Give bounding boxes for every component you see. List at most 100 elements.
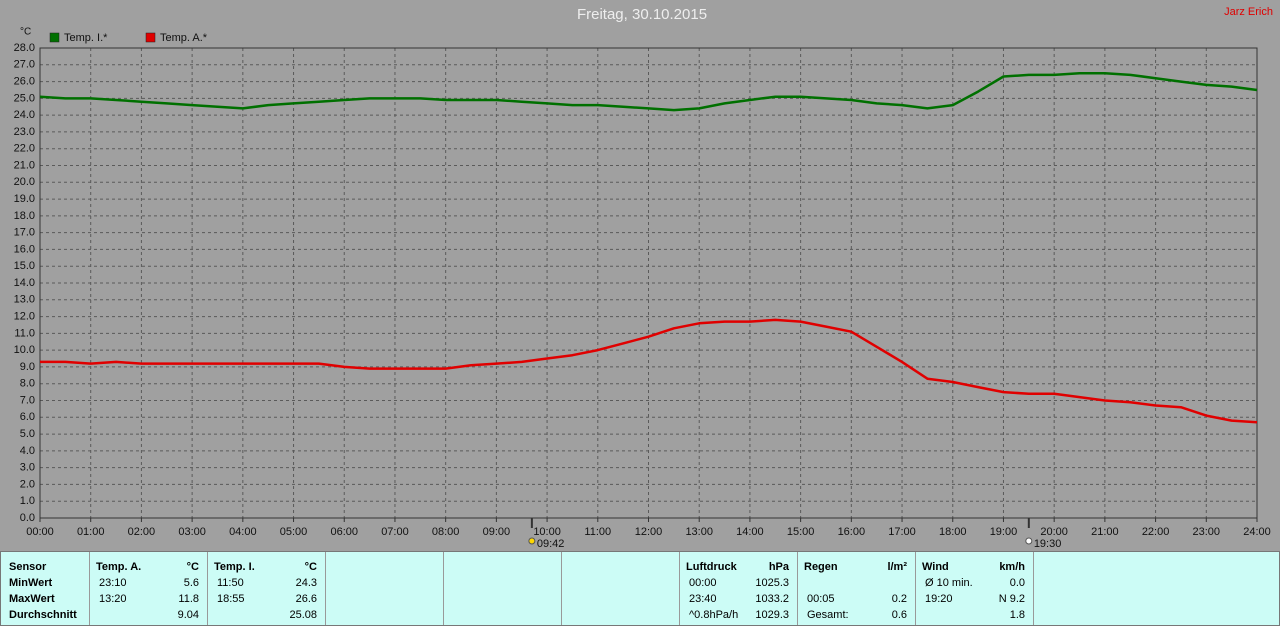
x-tick-label: 16:00 bbox=[838, 526, 866, 538]
x-tick-label: 24:00 bbox=[1243, 526, 1271, 538]
x-tick-label: 02:00 bbox=[128, 526, 156, 538]
y-tick-label: 22.0 bbox=[14, 143, 35, 155]
cell-value: 1.8 bbox=[1009, 609, 1025, 621]
sun-icon bbox=[528, 537, 536, 545]
cell-time: Ø 10 min. bbox=[925, 577, 973, 589]
y-tick-label: 16.0 bbox=[14, 243, 35, 255]
cell-value: 26.6 bbox=[295, 593, 317, 605]
y-tick-label: 19.0 bbox=[14, 193, 35, 205]
y-tick-label: 20.0 bbox=[14, 176, 35, 188]
header-unit: hPa bbox=[768, 561, 789, 573]
chart-title: Freitag, 30.10.2015 bbox=[577, 6, 707, 23]
y-tick-label: 26.0 bbox=[14, 75, 35, 87]
y-tick-label: 27.0 bbox=[14, 59, 35, 71]
cell-value: 0.2 bbox=[891, 593, 907, 605]
x-tick-label: 11:00 bbox=[584, 526, 611, 538]
legend-swatch bbox=[145, 32, 156, 43]
column-separator bbox=[561, 552, 562, 625]
row-label: Durchschnitt bbox=[9, 609, 77, 621]
y-tick-label: 18.0 bbox=[14, 210, 35, 222]
y-tick-label: 2.0 bbox=[20, 478, 35, 490]
cell-time: 23:40 bbox=[689, 593, 717, 605]
header-unit: °C bbox=[304, 561, 317, 573]
cell-time: 13:20 bbox=[99, 593, 127, 605]
cell-value: 24.3 bbox=[295, 577, 317, 589]
x-tick-label: 14:00 bbox=[736, 526, 764, 538]
cell-value: 11.8 bbox=[178, 593, 199, 605]
x-tick-label: 05:00 bbox=[280, 526, 308, 538]
column-separator bbox=[679, 552, 680, 625]
header-cell: Temp. I. bbox=[214, 561, 255, 573]
row-label: MinWert bbox=[9, 577, 53, 589]
x-tick-label: 09:00 bbox=[483, 526, 511, 538]
y-tick-label: 25.0 bbox=[14, 92, 35, 104]
y-tick-label: 23.0 bbox=[14, 126, 35, 138]
row-label: MaxWert bbox=[9, 593, 55, 605]
y-tick-label: 11.0 bbox=[14, 327, 35, 339]
y-tick-label: 6.0 bbox=[20, 411, 35, 423]
cell-value: N 9.2 bbox=[998, 593, 1025, 605]
y-tick-label: 0.0 bbox=[20, 512, 35, 524]
y-tick-label: 4.0 bbox=[20, 445, 35, 457]
y-tick-label: 7.0 bbox=[20, 394, 35, 406]
y-tick-label: 8.0 bbox=[20, 378, 35, 390]
column-separator bbox=[915, 552, 916, 625]
chart: Freitag, 30.10.2015 Jarz Erich °C 0.0 1.0… bbox=[14, 6, 1273, 550]
series-line bbox=[40, 318, 1258, 424]
x-tick-label: 03:00 bbox=[178, 526, 206, 538]
cell-time: 11:50 bbox=[217, 577, 244, 589]
x-tick-label: 10:00 bbox=[533, 526, 561, 538]
column-separator bbox=[325, 552, 326, 625]
cell-time: 00:00 bbox=[689, 577, 717, 589]
x-tick-label: 18:00 bbox=[939, 526, 967, 538]
legend-label: Temp. I.* bbox=[64, 32, 108, 44]
x-tick-label: 22:00 bbox=[1142, 526, 1170, 538]
cell-value: 1029.3 bbox=[755, 609, 789, 621]
y-tick-label: 17.0 bbox=[14, 227, 35, 239]
cell-time: ^0.8hPa/h bbox=[689, 609, 739, 621]
column-separator bbox=[89, 552, 90, 625]
author: Jarz Erich bbox=[1224, 6, 1273, 18]
x-tick-label: 21:00 bbox=[1091, 526, 1119, 538]
summary-table: Sensor MinWert MaxWert Durchschnitt Temp. A.… bbox=[0, 551, 1280, 626]
x-tick-label: 01:00 bbox=[77, 526, 105, 538]
cell-time: Gesamt: bbox=[807, 609, 849, 621]
x-tick-label: 07:00 bbox=[381, 526, 409, 538]
column-separator bbox=[443, 552, 444, 625]
y-tick-label: 24.0 bbox=[14, 109, 35, 121]
header-cell: Sensor bbox=[9, 561, 47, 573]
header-unit: km/h bbox=[999, 561, 1025, 573]
cell-value: 9.04 bbox=[177, 609, 199, 621]
column-separator bbox=[797, 552, 798, 625]
cell-value: 1025.3 bbox=[755, 577, 789, 589]
cell-time: 18:55 bbox=[217, 593, 245, 605]
y-tick-label: 5.0 bbox=[20, 428, 35, 440]
column-separator bbox=[207, 552, 208, 625]
cell-time: 23:10 bbox=[99, 577, 127, 589]
cell-value: 0.6 bbox=[891, 609, 907, 621]
y-tick-label: 12.0 bbox=[14, 310, 35, 322]
y-tick-label: 21.0 bbox=[14, 159, 35, 171]
x-tick-label: 08:00 bbox=[432, 526, 460, 538]
column-separator bbox=[1033, 552, 1034, 625]
header-cell: Luftdruck bbox=[686, 561, 737, 573]
y-tick-label: 9.0 bbox=[20, 361, 35, 373]
sun-marker-label: 19:30 bbox=[1034, 538, 1062, 550]
cell-value: 25.08 bbox=[289, 609, 317, 621]
x-tick-label: 00:00 bbox=[26, 526, 54, 538]
series-line bbox=[39, 71, 1258, 112]
header-cell: Regen bbox=[804, 561, 838, 573]
legend-swatch bbox=[49, 32, 60, 43]
header-unit: °C bbox=[186, 561, 199, 573]
x-tick-label: 06:00 bbox=[330, 526, 358, 538]
x-tick-label: 04:00 bbox=[229, 526, 257, 538]
cell-time: 00:05 bbox=[807, 593, 835, 605]
y-tick-label: 15.0 bbox=[14, 260, 35, 272]
x-tick-label: 19:00 bbox=[990, 526, 1018, 538]
y-tick-label: 3.0 bbox=[20, 462, 35, 474]
cell-value: 5.6 bbox=[183, 577, 199, 589]
sun-marker-label: 09:42 bbox=[537, 538, 565, 550]
header-unit: l/m² bbox=[887, 561, 907, 573]
x-tick-label: 23:00 bbox=[1193, 526, 1221, 538]
